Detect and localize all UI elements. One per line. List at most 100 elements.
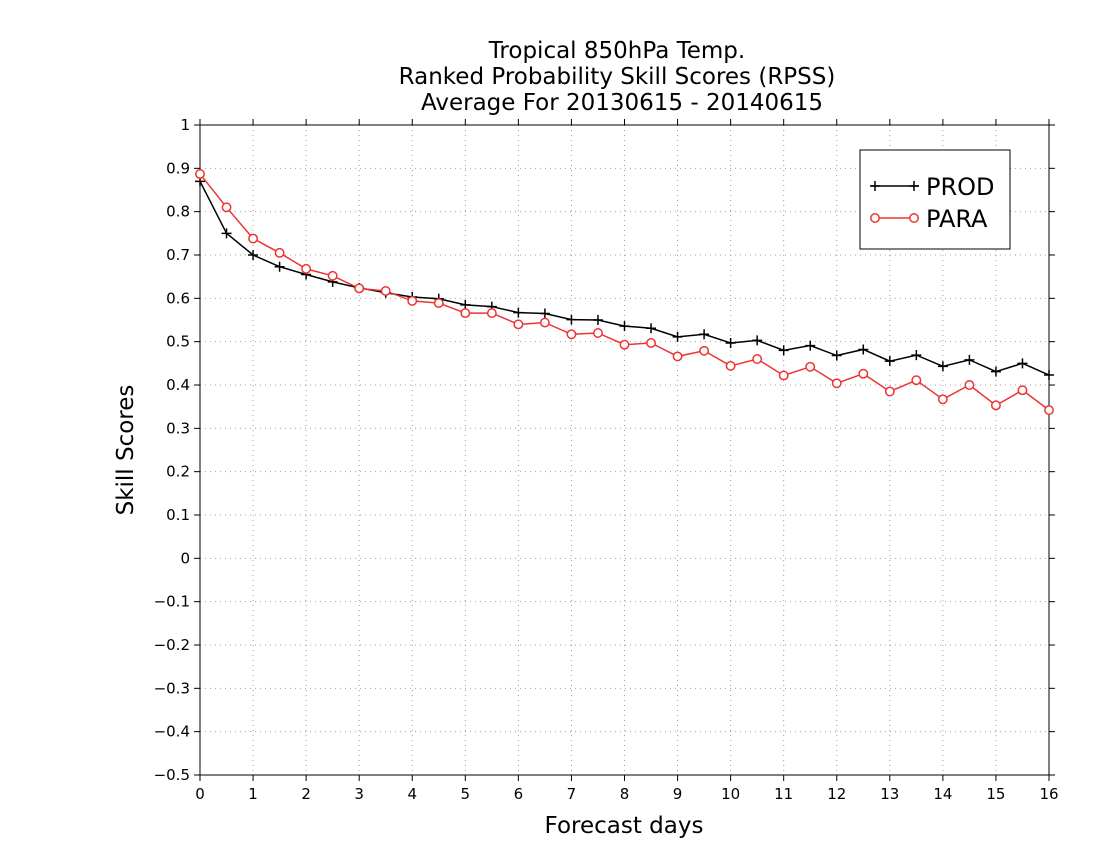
- data-point-prod: [221, 228, 232, 239]
- data-point-para: [593, 328, 603, 338]
- data-point-prod: [858, 344, 869, 355]
- x-tick-label: 13: [880, 785, 899, 803]
- chart-title: Tropical 850hPa Temp. Ranked Probability…: [399, 38, 836, 116]
- y-tick-label: 0.4: [166, 376, 190, 394]
- data-point-para: [460, 308, 471, 319]
- data-point-para: [1017, 385, 1028, 396]
- data-point-para: [858, 368, 869, 379]
- data-point-prod: [778, 345, 789, 356]
- x-tick-label: 5: [461, 785, 471, 803]
- x-tick-label: 0: [195, 785, 205, 803]
- data-point-prod: [752, 335, 763, 346]
- grid: [200, 125, 1049, 775]
- data-point-prod: [884, 356, 895, 367]
- x-tick-label: 10: [721, 785, 740, 803]
- data-point-para: [221, 202, 232, 213]
- data-point-prod: [805, 340, 816, 351]
- x-tick-label: 12: [827, 785, 846, 803]
- data-point-prod: [646, 323, 657, 334]
- y-tick-label: −0.3: [154, 679, 190, 697]
- data-point-para: [911, 375, 922, 386]
- y-tick-label: 0.6: [166, 289, 190, 307]
- y-tick-label: 0.7: [166, 246, 190, 264]
- x-tick-label: 6: [514, 785, 524, 803]
- data-point-para: [831, 378, 842, 389]
- data-point-para: [513, 319, 524, 330]
- data-point-para: [937, 394, 948, 405]
- x-axis: 0 1 2 3 4 5 6 7 8 9 10 11 12 13 14 15 16: [195, 119, 1059, 803]
- legend-marker-prod: [909, 181, 919, 191]
- series-group: [195, 169, 1054, 416]
- y-tick-label: −0.2: [154, 636, 190, 654]
- data-point-para: [566, 329, 577, 340]
- data-point-para: [274, 247, 285, 258]
- data-point-para: [486, 308, 497, 319]
- data-point-prod: [274, 261, 285, 272]
- data-point-para: [248, 233, 259, 244]
- title-line-3: Average For 20130615 - 20140615: [421, 90, 823, 116]
- data-point-para: [539, 317, 550, 328]
- data-point-para: [1044, 405, 1054, 416]
- y-tick-label: −0.5: [154, 766, 190, 784]
- legend-marker-prod: [870, 181, 880, 191]
- data-point-prod: [513, 307, 524, 318]
- y-axis: −0.5 −0.4 −0.3 −0.2 −0.1 0 0.1 0.2 0.3 0.4 0.5 0.6 0…: [154, 116, 1055, 784]
- y-tick-label: −0.4: [154, 723, 190, 741]
- data-point-prod: [699, 329, 710, 340]
- data-point-para: [699, 345, 710, 356]
- x-tick-label: 4: [407, 785, 417, 803]
- data-point-para: [301, 263, 312, 274]
- legend-label-para: PARA: [926, 205, 988, 233]
- data-point-para: [354, 283, 365, 294]
- data-point-para: [752, 354, 763, 364]
- y-tick-label: 0.2: [166, 463, 190, 481]
- data-point-prod: [619, 321, 630, 332]
- x-tick-label: 14: [933, 785, 952, 803]
- legend-marker-para: [909, 213, 919, 223]
- data-point-prod: [248, 250, 259, 260]
- data-point-para: [619, 339, 630, 350]
- data-point-para: [964, 380, 975, 390]
- y-tick-label: 0.1: [166, 506, 190, 524]
- data-point-prod: [831, 350, 842, 361]
- legend-label-prod: PROD: [926, 173, 995, 201]
- x-tick-label: 9: [673, 785, 683, 803]
- title-line-1: Tropical 850hPa Temp.: [488, 38, 745, 64]
- data-point-prod: [911, 350, 922, 361]
- data-point-para: [327, 270, 338, 281]
- data-point-para: [778, 370, 789, 381]
- data-point-para: [672, 351, 683, 362]
- x-tick-label: 2: [301, 785, 311, 803]
- y-tick-label: −0.1: [154, 593, 190, 611]
- data-point-prod: [1044, 370, 1054, 381]
- data-point-para: [725, 360, 736, 371]
- legend: PROD PARA: [859, 149, 1011, 250]
- series-para: [195, 169, 1054, 416]
- x-tick-label: 8: [620, 785, 630, 803]
- x-tick-label: 16: [1039, 785, 1058, 803]
- legend-box: [859, 149, 1011, 250]
- data-point-prod: [937, 361, 948, 372]
- data-point-prod: [672, 331, 683, 342]
- legend-item-prod: PROD: [870, 173, 995, 201]
- data-point-prod: [1017, 358, 1028, 369]
- legend-marker-para: [870, 213, 880, 223]
- data-point-prod: [725, 337, 736, 348]
- data-point-para: [380, 286, 391, 296]
- data-point-para: [990, 400, 1001, 411]
- legend-item-para: PARA: [870, 205, 988, 233]
- y-tick-label: 0.3: [166, 419, 190, 437]
- data-point-para: [433, 298, 444, 309]
- data-point-para: [195, 169, 205, 179]
- data-point-para: [646, 338, 656, 348]
- x-tick-label: 15: [986, 785, 1005, 803]
- data-point-prod: [592, 315, 603, 325]
- x-axis-label: Forecast days: [545, 813, 704, 839]
- title-line-2: Ranked Probability Skill Scores (RPSS): [399, 64, 836, 90]
- y-tick-label: 0.8: [166, 203, 190, 221]
- data-point-para: [407, 295, 418, 306]
- data-point-prod: [566, 314, 577, 325]
- y-tick-label: 0.9: [166, 159, 190, 177]
- data-point-prod: [990, 366, 1001, 377]
